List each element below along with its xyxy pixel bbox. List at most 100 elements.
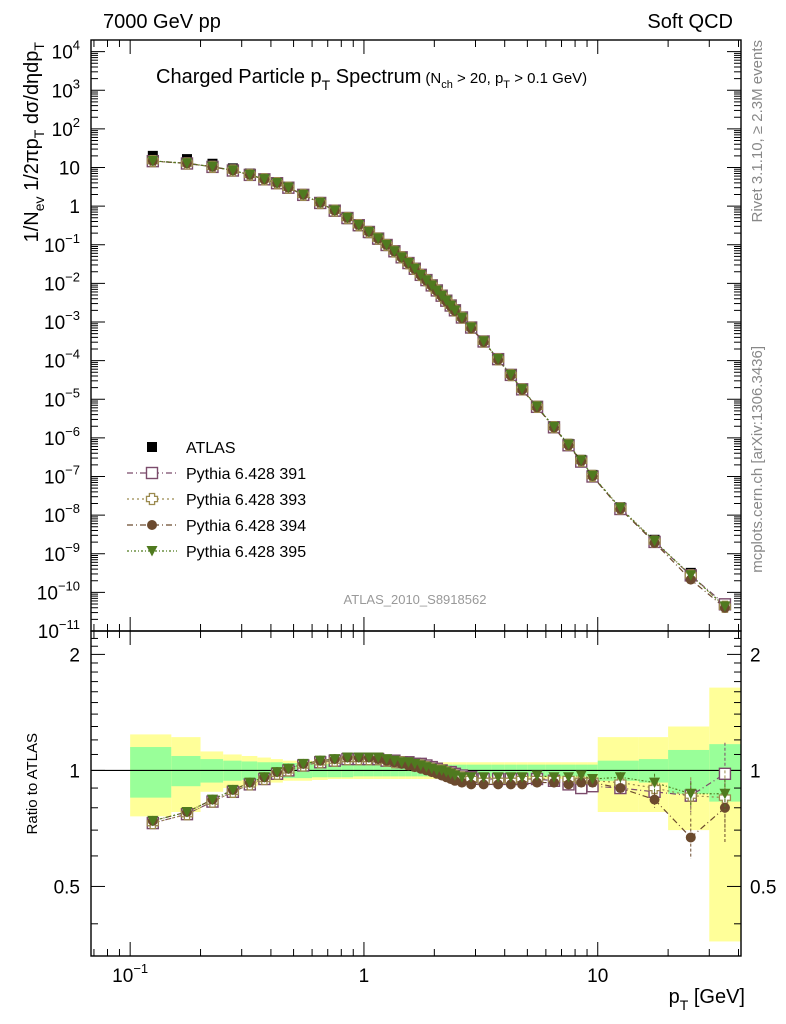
y-tick-label: 10−7: [44, 463, 80, 489]
ratio-point: [492, 772, 504, 783]
series-point: [396, 252, 408, 263]
ratio-axis-label: Ratio to ATLAS: [24, 733, 41, 834]
series-point: [147, 155, 159, 167]
series-point: [531, 401, 543, 412]
mcplots-label: mcplots.cern.ch [arXiv:1306.3436]: [749, 346, 766, 573]
ratio-point: [649, 794, 660, 805]
ratio-point: [615, 783, 626, 794]
series-point: [282, 182, 294, 194]
x-axis-label: pT [GeV]: [669, 986, 745, 1013]
ratio-point: [465, 772, 477, 783]
ratio-point: [271, 767, 283, 778]
legend-label: Pythia 6.428 393: [186, 492, 306, 509]
series-point: [353, 220, 365, 231]
data-marks: [146, 150, 732, 859]
ratio-tick-labels: 2 2 1 1 0.5 0.5: [54, 645, 777, 898]
ratio-point: [563, 779, 574, 790]
ratio-point: [575, 770, 587, 782]
legend-label: Pythia 6.428 395: [186, 544, 306, 561]
ratio-point: [282, 763, 294, 775]
y-tick-label: 10−3: [44, 308, 80, 334]
legend-label: Pythia 6.428 394: [186, 518, 306, 535]
chart-title: Charged Particle pT Spectrum (Nch > 20, p…: [156, 66, 587, 93]
ratio-point: [685, 788, 697, 800]
stat-uncertainty-band: [171, 755, 201, 787]
ratio-point: [576, 777, 587, 788]
ratio-point: [478, 779, 489, 790]
series-point: [372, 233, 384, 244]
y-tick-label: 10−2: [44, 269, 80, 295]
ratio-point: [363, 752, 375, 764]
series-point: [409, 263, 421, 275]
legend-marker: [145, 492, 159, 506]
ratio-point: [478, 772, 490, 783]
ratio-point: [329, 754, 341, 765]
legend-label-atlas: ATLAS: [186, 440, 236, 457]
ratio-point: [258, 772, 270, 783]
series-point: [258, 174, 270, 185]
series-point: [492, 353, 504, 365]
ratio-tick-label-right: 2: [750, 645, 761, 666]
ratio-tick-label-left: 1: [69, 761, 80, 782]
upper-ticks: [91, 39, 741, 632]
ratio-tick-label-left: 2: [69, 645, 80, 666]
y-tick-label: 10−1: [44, 231, 80, 257]
ratio-point: [649, 777, 661, 789]
y-tick-label: 1: [69, 197, 80, 218]
series-point: [227, 165, 239, 176]
y-tick-label: 10−4: [44, 347, 80, 373]
series-point: [719, 601, 731, 612]
uncertainty-bands: [91, 687, 741, 942]
series-point: [363, 226, 375, 238]
ratio-point: [531, 770, 543, 782]
ratio-point: [532, 777, 543, 788]
ratio-point: [587, 774, 599, 785]
series-point: [614, 502, 626, 514]
ratio-plot-frame: [90, 630, 742, 957]
ratio-point: [297, 758, 309, 770]
y-tick-label: 10−10: [37, 578, 80, 604]
ratio-point: [517, 779, 528, 790]
ratio-point: [505, 779, 516, 790]
series-point: [314, 197, 326, 209]
ratio-point: [353, 752, 365, 764]
ratio-point: [314, 755, 326, 767]
ratio-tick-label-left: 0.5: [54, 877, 80, 898]
y-tick-label: 10−6: [44, 424, 80, 450]
header-left: 7000 GeV pp: [103, 11, 221, 33]
y-tick-label: 10−9: [44, 540, 80, 566]
ratio-point: [719, 802, 730, 813]
series-line-upper: [152, 160, 726, 608]
series-point: [381, 239, 393, 251]
y-tick-label: 10−8: [44, 501, 80, 527]
y-tick-label: 10−5: [44, 385, 80, 411]
ratio-point: [227, 784, 239, 796]
x-tick-label: 1: [359, 966, 370, 987]
ratio-point: [456, 772, 468, 783]
y-tick-label: 10−11: [38, 617, 80, 643]
series-point: [575, 455, 587, 466]
x-tick-label: 10−1: [112, 961, 148, 987]
ratio-point: [206, 794, 218, 806]
series-point: [685, 570, 697, 581]
ratio-tick-label-right: 1: [750, 761, 761, 782]
upper-plot-frame: [90, 39, 742, 632]
series-point: [649, 535, 661, 547]
legend-marker-atlas: [147, 442, 157, 452]
ratio-point: [147, 815, 159, 827]
analysis-label: ATLAS_2010_S8918562: [344, 592, 487, 607]
ratio-point: [244, 777, 256, 789]
ratio-point: [685, 832, 696, 843]
series-point: [341, 212, 353, 224]
series-point: [587, 470, 599, 482]
legend-marker: [145, 466, 159, 480]
series-point: [478, 336, 490, 347]
stat-uncertainty-band: [130, 747, 172, 798]
ratio-point: [341, 752, 353, 764]
series-point: [271, 178, 283, 189]
y-axis-label: 1/Nev 1/2πpT dσ/dηdpT: [21, 42, 47, 243]
ratio-point: [719, 788, 731, 800]
ratio-point: [505, 772, 517, 783]
ratio-point: [372, 752, 384, 764]
